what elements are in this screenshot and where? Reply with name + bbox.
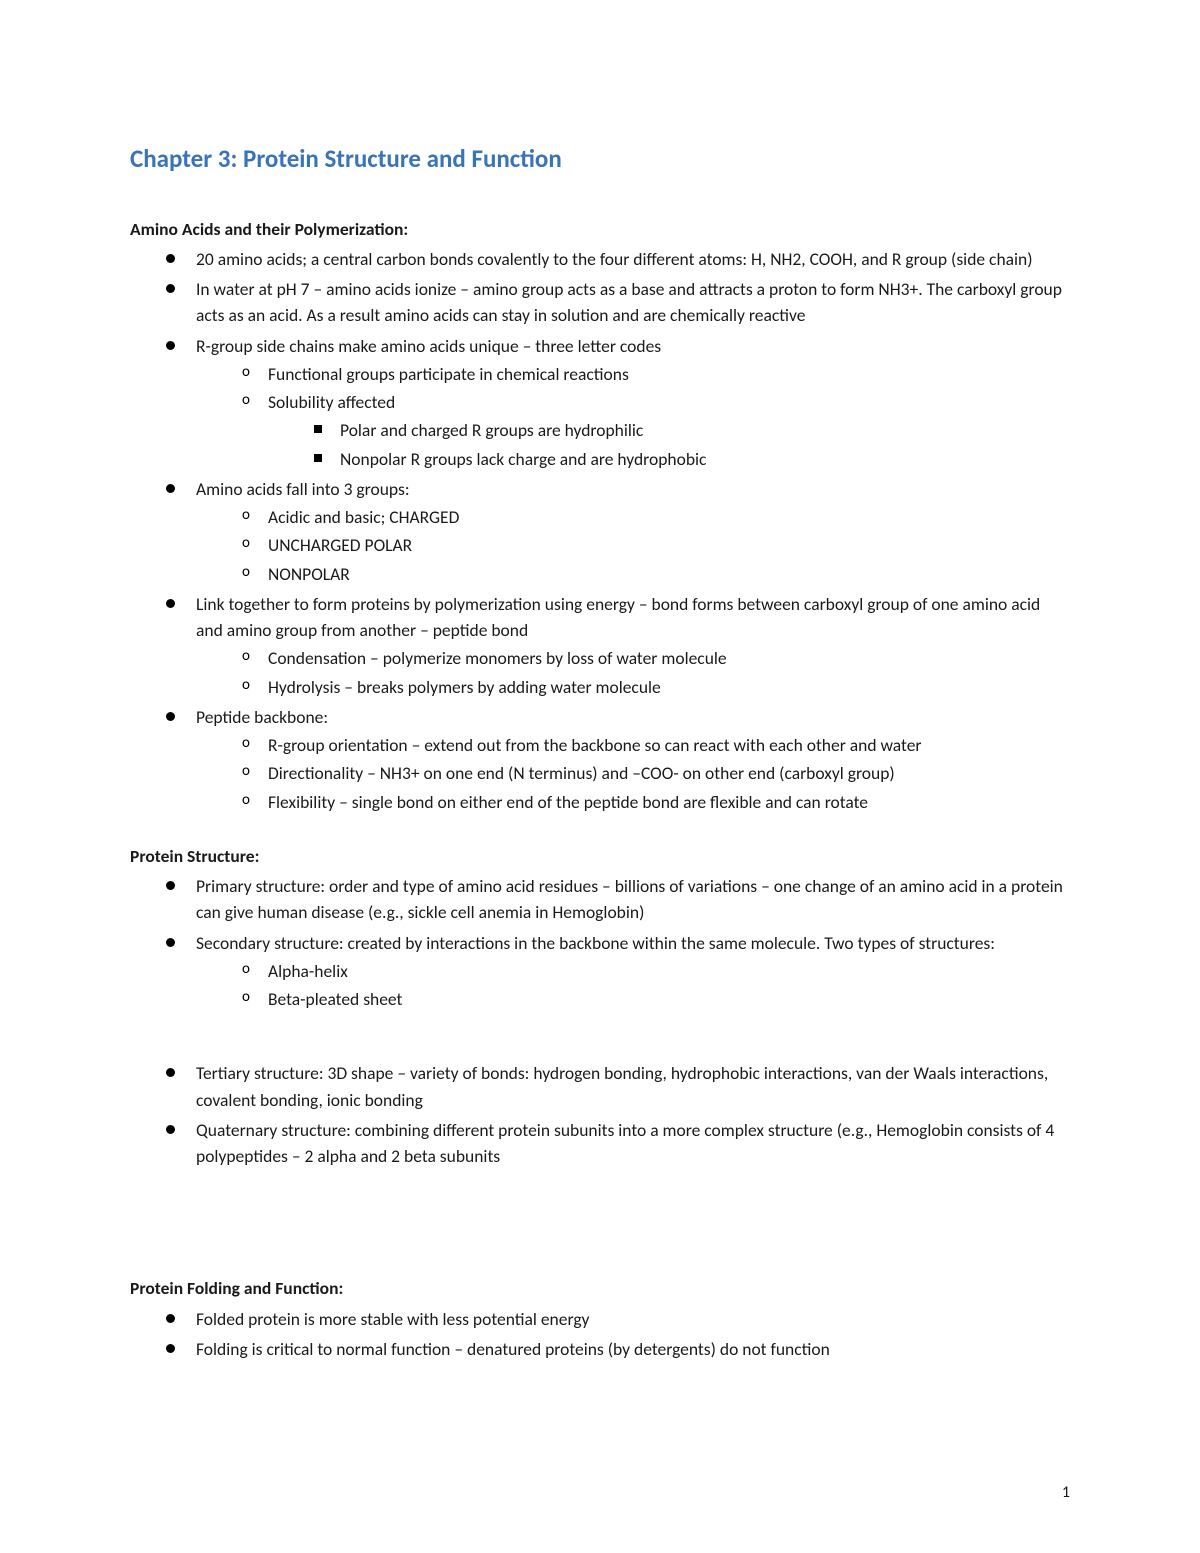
bullet-text: 20 amino acids; a central carbon bonds c… xyxy=(196,248,1033,270)
bullet-list-level-2: Functional groups participate in chemica… xyxy=(196,361,1070,472)
bullet-item: Condensation – polymerize monomers by lo… xyxy=(242,645,1070,671)
page-number: 1 xyxy=(1062,1481,1070,1505)
bullet-item: Tertiary structure: 3D shape – variety o… xyxy=(166,1060,1070,1113)
section-heading: Protein Structure: xyxy=(130,843,1070,869)
section-heading: Amino Acids and their Polymerization: xyxy=(130,216,1070,242)
bullet-text: Solubility affected xyxy=(268,391,395,413)
bullet-text: Functional groups participate in chemica… xyxy=(268,363,629,385)
bullet-list-level-1: 20 amino acids; a central carbon bonds c… xyxy=(130,246,1070,815)
bullet-item: Folded protein is more stable with less … xyxy=(166,1306,1070,1332)
bullet-item: Folding is critical to normal function –… xyxy=(166,1336,1070,1362)
bullet-text: Alpha-helix xyxy=(268,960,348,982)
bullet-text: Acidic and basic; CHARGED xyxy=(268,506,459,528)
document-body: Amino Acids and their Polymerization: 20 … xyxy=(130,216,1070,1363)
bullet-text: Amino acids fall into 3 groups: xyxy=(196,478,410,500)
bullet-text: Tertiary structure: 3D shape – variety o… xyxy=(196,1062,1048,1110)
bullet-text: R-group orientation – extend out from th… xyxy=(268,734,922,756)
bullet-item: Acidic and basic; CHARGED xyxy=(242,504,1070,530)
section-block: Tertiary structure: 3D shape – variety o… xyxy=(130,1060,1070,1169)
section-heading: Protein Folding and Function: xyxy=(130,1275,1070,1301)
bullet-item: 20 amino acids; a central carbon bonds c… xyxy=(166,246,1070,272)
bullet-list-level-2: R-group orientation – extend out from th… xyxy=(196,732,1070,815)
bullet-list-level-2: Acidic and basic; CHARGED UNCHARGED POLAR… xyxy=(196,504,1070,587)
bullet-list-level-2: Alpha-helix Beta-pleated sheet xyxy=(196,958,1070,1013)
bullet-text: NONPOLAR xyxy=(268,563,350,585)
bullet-item: Polar and charged R groups are hydrophil… xyxy=(314,417,1070,443)
bullet-text: Flexibility – single bond on either end … xyxy=(268,791,868,813)
section-block: Protein Folding and Function: Folded prot… xyxy=(130,1275,1070,1362)
bullet-text: Beta-pleated sheet xyxy=(268,988,402,1010)
bullet-text: In water at pH 7 – amino acids ionize – … xyxy=(196,278,1062,326)
bullet-text: UNCHARGED POLAR xyxy=(268,534,412,556)
bullet-list-level-3: Polar and charged R groups are hydrophil… xyxy=(268,417,1070,472)
bullet-item: Quaternary structure: combining differen… xyxy=(166,1117,1070,1170)
bullet-item: Hydrolysis – breaks polymers by adding w… xyxy=(242,674,1070,700)
chapter-title: Chapter 3: Protein Structure and Functio… xyxy=(130,140,1070,178)
bullet-text: Link together to form proteins by polyme… xyxy=(196,593,1040,641)
bullet-text: Directionality – NH3+ on one end (N term… xyxy=(268,762,895,784)
bullet-text: R-group side chains make amino acids uni… xyxy=(196,335,661,357)
bullet-text: Primary structure: order and type of ami… xyxy=(196,875,1063,923)
bullet-item: Secondary structure: created by interact… xyxy=(166,930,1070,1013)
bullet-item: In water at pH 7 – amino acids ionize – … xyxy=(166,276,1070,329)
bullet-text: Nonpolar R groups lack charge and are hy… xyxy=(340,448,706,470)
bullet-text: Polar and charged R groups are hydrophil… xyxy=(340,419,643,441)
bullet-text: Condensation – polymerize monomers by lo… xyxy=(268,647,727,669)
bullet-item: Amino acids fall into 3 groups: Acidic an… xyxy=(166,476,1070,587)
bullet-list-level-2: Condensation – polymerize monomers by lo… xyxy=(196,645,1070,700)
bullet-list-level-1: Primary structure: order and type of ami… xyxy=(130,873,1070,1012)
bullet-text: Folded protein is more stable with less … xyxy=(196,1308,589,1330)
bullet-item: NONPOLAR xyxy=(242,561,1070,587)
bullet-text: Folding is critical to normal function –… xyxy=(196,1338,830,1360)
bullet-item: Nonpolar R groups lack charge and are hy… xyxy=(314,446,1070,472)
bullet-list-level-1: Tertiary structure: 3D shape – variety o… xyxy=(130,1060,1070,1169)
bullet-item: Primary structure: order and type of ami… xyxy=(166,873,1070,926)
section-block: Protein Structure: Primary structure: ord… xyxy=(130,843,1070,1013)
bullet-text: Secondary structure: created by interact… xyxy=(196,932,995,954)
bullet-item: UNCHARGED POLAR xyxy=(242,532,1070,558)
bullet-item: Solubility affected Polar and charged R g… xyxy=(242,389,1070,472)
bullet-item: Alpha-helix xyxy=(242,958,1070,984)
bullet-text: Hydrolysis – breaks polymers by adding w… xyxy=(268,676,661,698)
bullet-item: Beta-pleated sheet xyxy=(242,986,1070,1012)
bullet-item: Peptide backbone: R-group orientation – e… xyxy=(166,704,1070,815)
bullet-item: R-group side chains make amino acids uni… xyxy=(166,333,1070,472)
bullet-item: R-group orientation – extend out from th… xyxy=(242,732,1070,758)
bullet-item: Directionality – NH3+ on one end (N term… xyxy=(242,760,1070,786)
section-block: Amino Acids and their Polymerization: 20 … xyxy=(130,216,1070,815)
bullet-list-level-1: Folded protein is more stable with less … xyxy=(130,1306,1070,1363)
bullet-text: Quaternary structure: combining differen… xyxy=(196,1119,1054,1167)
bullet-item: Functional groups participate in chemica… xyxy=(242,361,1070,387)
bullet-text: Peptide backbone: xyxy=(196,706,328,728)
bullet-item: Link together to form proteins by polyme… xyxy=(166,591,1070,700)
bullet-item: Flexibility – single bond on either end … xyxy=(242,789,1070,815)
